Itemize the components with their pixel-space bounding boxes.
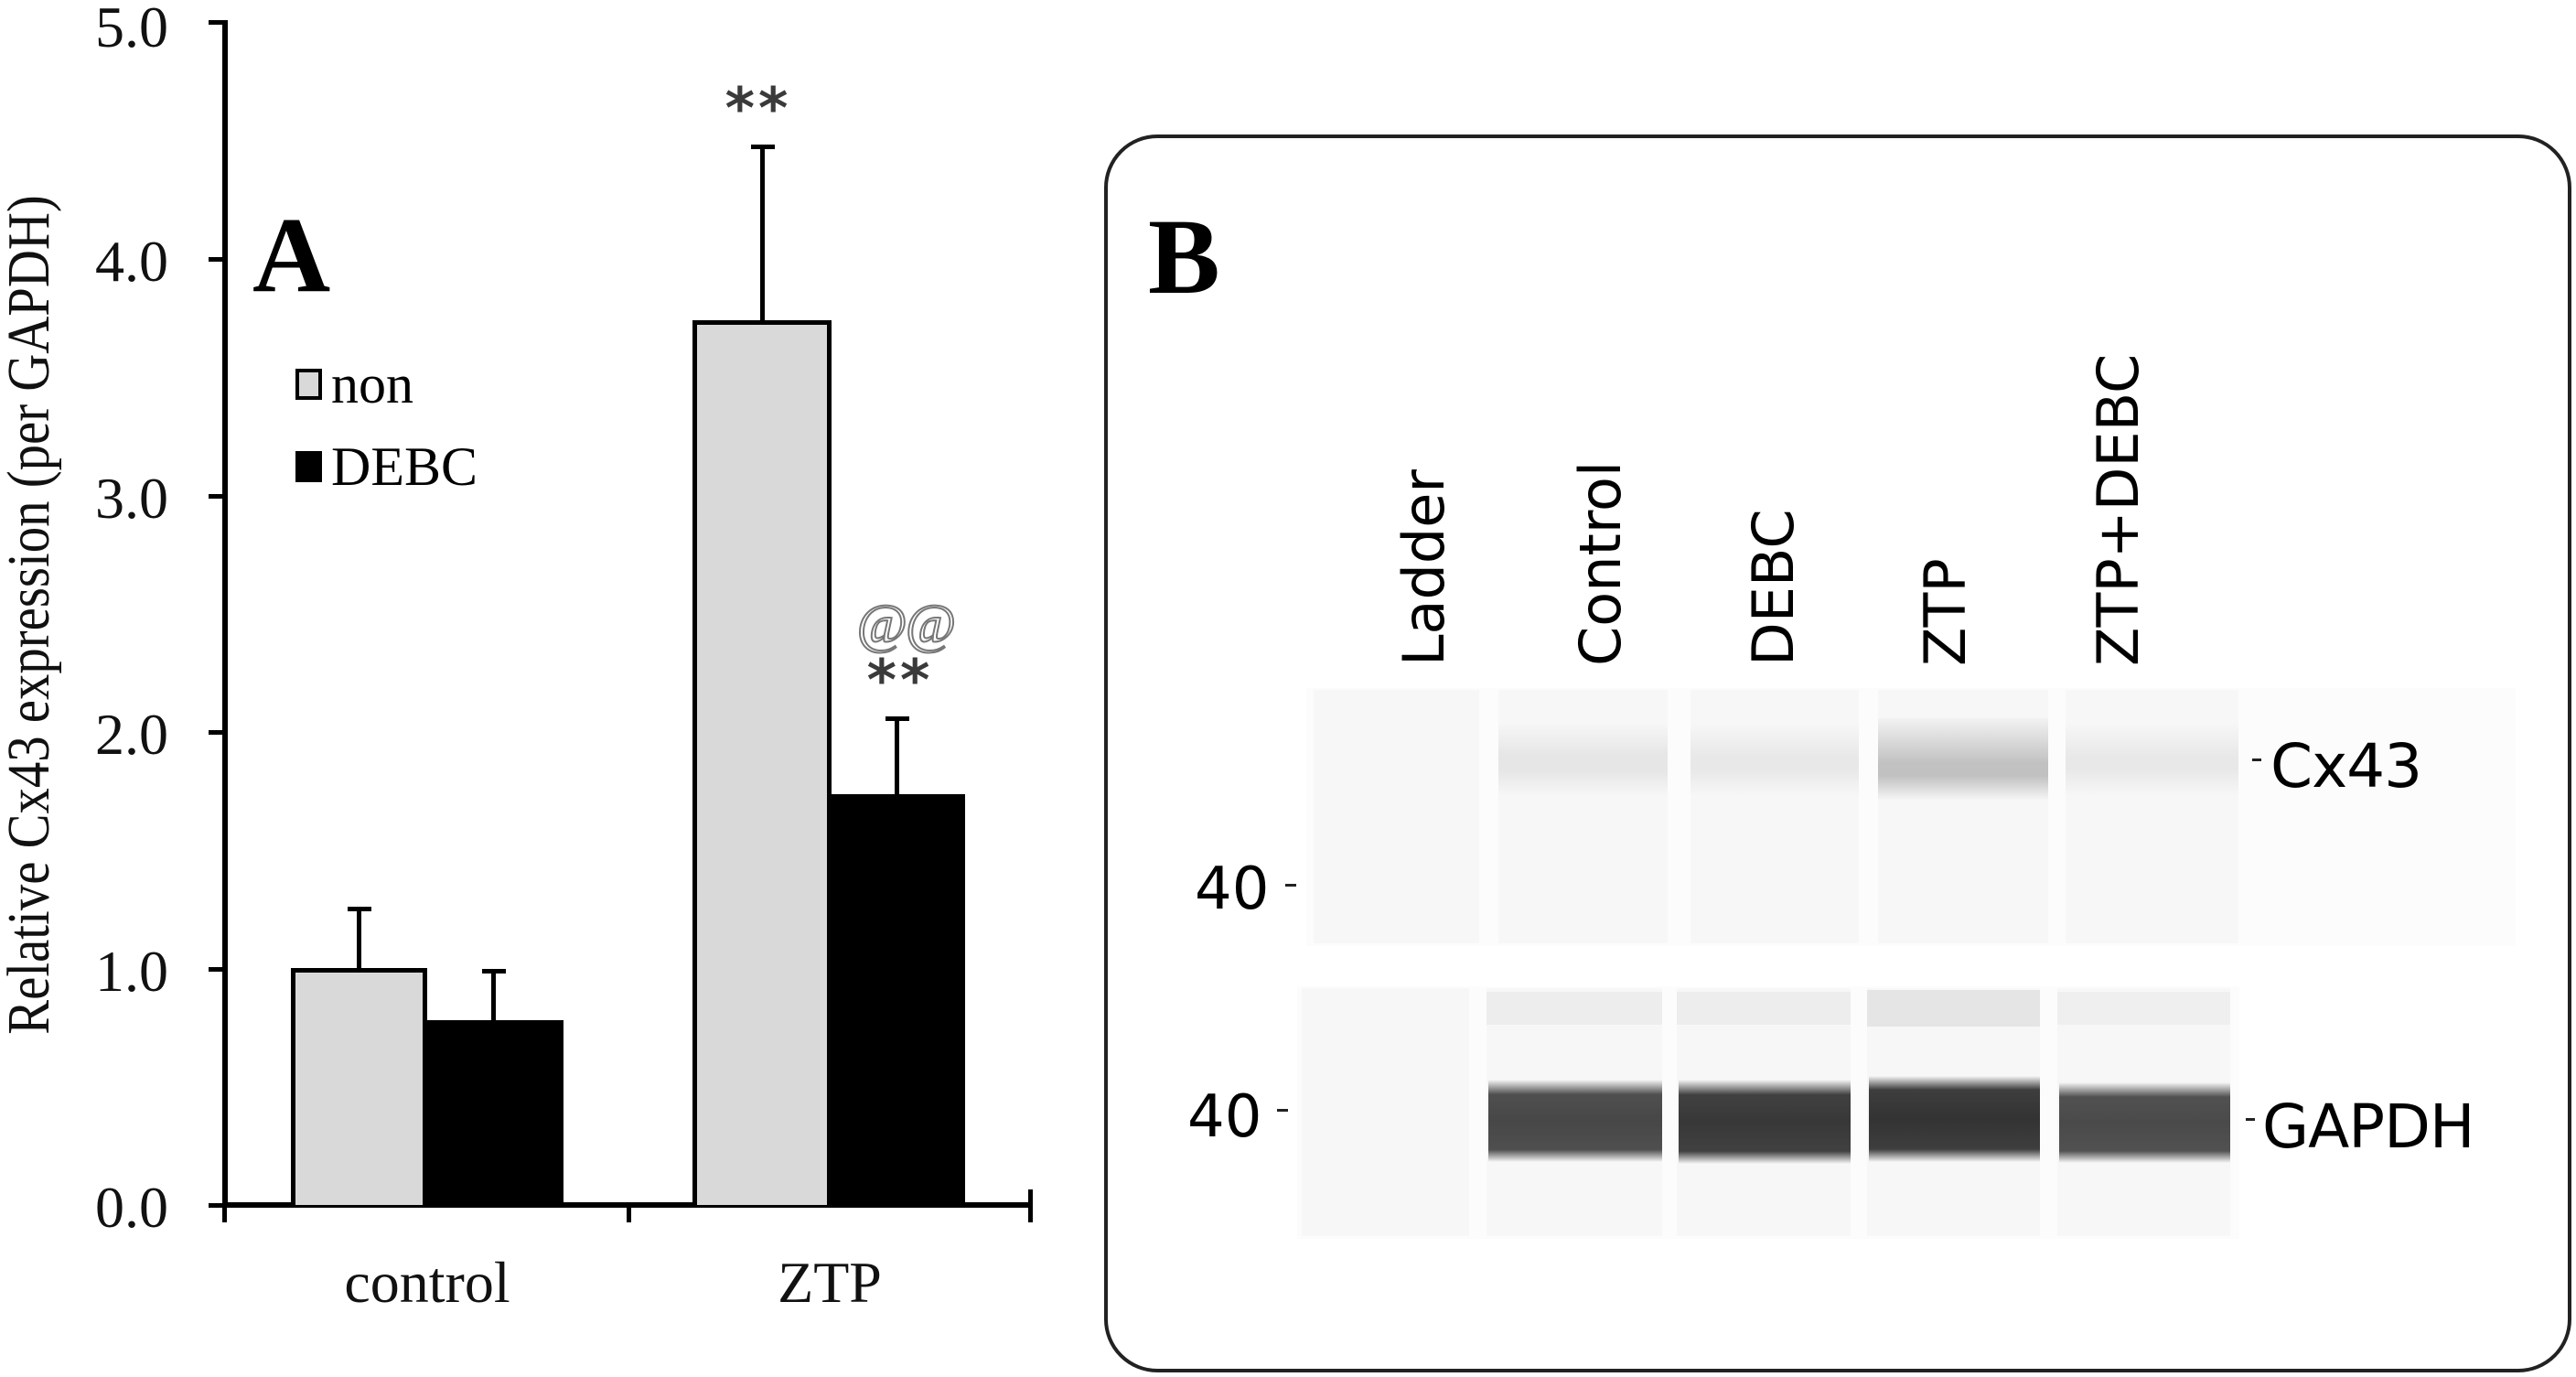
legend-item-non: non [295, 354, 413, 414]
gapdh-dash [2246, 1118, 2255, 1121]
cx43-dash [2252, 758, 2261, 761]
band-gapdh-control [1488, 1080, 1662, 1162]
lane-label-control: Control [1567, 460, 1634, 666]
mw-dash-bottom [1277, 1109, 1288, 1112]
y-tick-5 [209, 20, 225, 25]
lane-label-ladder: Ladder [1390, 469, 1457, 666]
panel-letter-b: B [1148, 197, 1220, 317]
legend-item-debc: DEBC [295, 436, 478, 497]
y-tick-2 [209, 730, 225, 735]
mw-dash-top [1285, 884, 1296, 887]
bar-ztp-debc [830, 794, 965, 1205]
x-tick [627, 1204, 631, 1222]
band-gapdh-faint-debc [1677, 992, 1851, 1025]
blot-cx43-lane-debc [1690, 690, 1859, 943]
band-gapdh-debc [1679, 1080, 1851, 1164]
band-cx43-debc [1690, 723, 1859, 796]
legend-label-debc: DEBC [331, 436, 478, 497]
blot-cx43-lane-control [1498, 690, 1668, 943]
legend-swatch-non [295, 369, 322, 400]
band-gapdh-faint-ztp-debc [2057, 992, 2230, 1025]
y-tick-1 [209, 967, 225, 972]
band-gapdh-ztp-debc [2059, 1082, 2230, 1163]
blot-cx43-lane-ztp [1878, 690, 2048, 943]
x-tick [1028, 1189, 1033, 1222]
y-tick-label: 2.0 [95, 702, 168, 767]
panel-letter-a: A [252, 195, 331, 315]
y-tick-0 [209, 1203, 225, 1208]
y-tick-label: 3.0 [95, 466, 168, 531]
legend-swatch-debc [295, 451, 322, 482]
blot-cx43-lane-ztp-debc [2066, 690, 2238, 943]
error-bar-control-debc [491, 971, 496, 1022]
band-gapdh-faint-control [1487, 992, 1662, 1025]
lane-label-ztp: ZTP [1912, 558, 1979, 666]
y-tick-label: 5.0 [95, 0, 168, 59]
band-cx43-ztp [1878, 718, 2048, 801]
x-category-control: control [344, 1250, 510, 1315]
y-axis-line [222, 20, 228, 1208]
error-cap-control-non [348, 907, 371, 911]
bar-chart-panel-a: Relative Cx43 expression (per GAPDH) 0.0… [0, 0, 1079, 1377]
significance-marker-vs-ztp: @@ [856, 594, 957, 654]
blot-gapdh-lane-ladder [1302, 988, 1469, 1236]
y-tick-label: 4.0 [95, 229, 168, 294]
y-tick-label: 0.0 [95, 1175, 168, 1240]
protein-label-cx43: Cx43 [2270, 731, 2422, 801]
bar-control-non [291, 968, 427, 1205]
band-cx43-control [1498, 723, 1668, 796]
error-cap-ztp-debc [886, 716, 909, 721]
y-axis-label: Relative Cx43 expression (per GAPDH) [0, 195, 62, 1035]
x-category-ztp: ZTP [778, 1250, 882, 1315]
y-tick-4 [209, 257, 225, 262]
band-cx43-ztp-debc [2066, 723, 2238, 796]
bar-ztp-non [692, 320, 832, 1205]
error-cap-ztp-non [751, 145, 775, 149]
lane-label-ztp-debc: ZTP+DEBC [2085, 353, 2152, 666]
significance-marker-ztp-non: ** [724, 75, 792, 142]
error-bar-ztp-non [760, 146, 765, 322]
error-cap-control-debc [482, 969, 506, 974]
mw-marker-40-bottom: 40 [1187, 1083, 1262, 1151]
bar-control-debc [425, 1020, 564, 1205]
error-bar-control-non [357, 909, 361, 969]
band-gapdh-ztp [1869, 1076, 2040, 1162]
mw-marker-40-top: 40 [1195, 855, 1270, 923]
y-tick-label: 1.0 [95, 939, 168, 1004]
legend-label-non: non [331, 353, 413, 414]
significance-marker-ztp-debc: ** [866, 647, 934, 714]
error-bar-ztp-debc [895, 718, 899, 796]
x-tick [222, 1204, 227, 1222]
y-tick-3 [209, 494, 225, 499]
band-gapdh-faint-ztp [1867, 990, 2040, 1027]
lane-label-debc: DEBC [1740, 509, 1807, 666]
protein-label-gapdh: GAPDH [2262, 1092, 2475, 1162]
blot-cx43-lane-ladder [1314, 690, 1479, 943]
